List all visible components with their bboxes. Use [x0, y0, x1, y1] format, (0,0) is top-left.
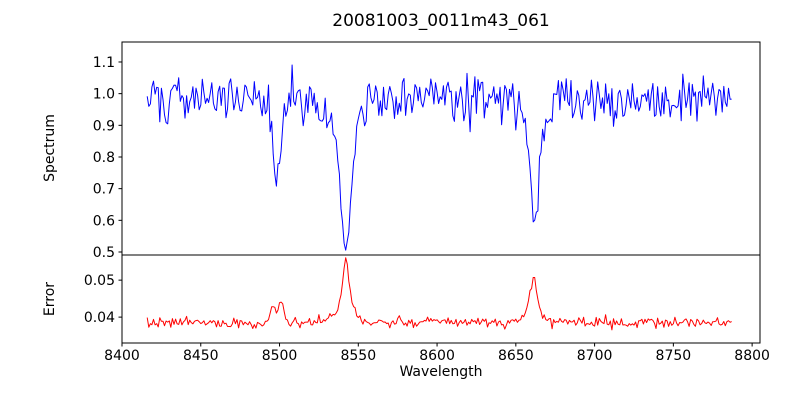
y-tick-label: 0.9 [93, 118, 115, 134]
spectrum-panel: 0.5 0.6 0.7 0.8 0.9 1.0 1.1 [93, 41, 761, 261]
y-tick-label: 0.6 [93, 213, 115, 229]
y-tick-label: 0.05 [84, 273, 115, 289]
x-tick-label: 8600 [419, 348, 455, 364]
x-tick-label: 8650 [498, 348, 534, 364]
x-tick-label: 8750 [656, 348, 692, 364]
y-tick-label: 0.8 [93, 150, 115, 166]
x-ticks: 8400 8450 8500 8550 8600 8650 8700 8750 8800 [104, 343, 770, 364]
error-panel: 0.04 0.05 8400 8450 8500 8550 8600 8650 8700 8750… [84, 254, 770, 364]
y-tick-label: 0.04 [84, 310, 115, 326]
y-tick-label: 1.1 [93, 55, 115, 71]
axes-spine [121, 41, 761, 256]
x-tick-label: 8400 [104, 348, 140, 364]
y-ticks: 0.04 0.05 [84, 273, 122, 326]
x-tick-label: 8450 [183, 348, 219, 364]
x-tick-label: 8550 [340, 348, 376, 364]
y-ticks: 0.5 0.6 0.7 0.8 0.9 1.0 1.1 [93, 55, 122, 261]
x-tick-label: 8700 [577, 348, 613, 364]
error-line [146, 257, 732, 331]
x-tick-label: 8800 [734, 348, 770, 364]
y-tick-label: 0.5 [93, 245, 115, 261]
y-tick-label: 1.0 [93, 87, 115, 103]
x-tick-label: 8500 [262, 348, 298, 364]
y-tick-label: 0.7 [93, 182, 115, 198]
wavelength-x-axis-label: Wavelength [399, 364, 483, 380]
spectrum-line [146, 64, 732, 251]
chart-title: 20081003_0011m43_061 [332, 11, 550, 31]
axes-spine [121, 254, 761, 344]
